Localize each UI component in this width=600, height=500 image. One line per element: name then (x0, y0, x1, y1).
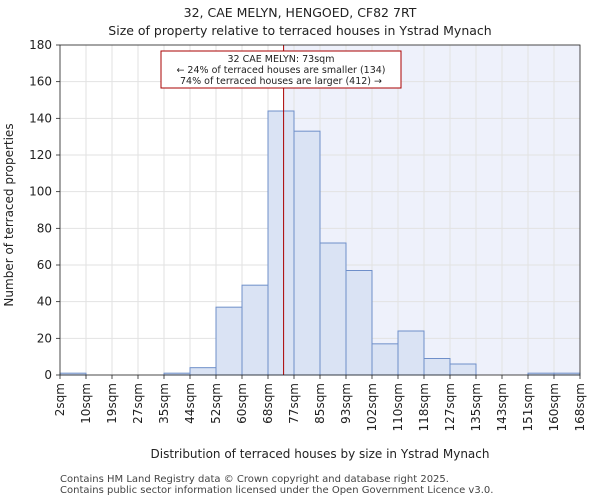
x-tick-label-52sqm: 52sqm (209, 383, 223, 424)
x-tick-label-168sqm: 168sqm (573, 383, 587, 431)
footer-copyright: Contains HM Land Registry data © Crown c… (60, 474, 449, 485)
x-tick-label-143sqm: 143sqm (495, 383, 509, 431)
x-tick-label-77sqm: 77sqm (287, 383, 301, 424)
y-tick-label: 40 (37, 295, 52, 309)
annotation-line2: ← 24% of terraced houses are smaller (13… (176, 65, 385, 76)
histogram-bar-85sqm (319, 242, 347, 376)
x-tick-label-27sqm: 27sqm (131, 383, 145, 424)
y-tick-label: 120 (29, 148, 52, 162)
histogram-bar-60sqm (241, 284, 269, 376)
x-tick-label-10sqm: 10sqm (79, 383, 93, 424)
annotation-box: 32 CAE MELYN: 73sqm ← 24% of terraced ho… (160, 50, 402, 89)
x-tick-label-102sqm: 102sqm (365, 383, 379, 431)
annotation-line3: 74% of terraced houses are larger (412) … (180, 76, 382, 87)
histogram-bar-102sqm (371, 343, 399, 376)
y-tick-label: 160 (29, 75, 52, 89)
y-tick-label: 80 (37, 221, 52, 235)
histogram-bar-44sqm (189, 367, 217, 376)
x-tick-label-60sqm: 60sqm (235, 383, 249, 424)
histogram-bar-118sqm (423, 358, 451, 376)
histogram-bar-68sqm (267, 110, 295, 376)
chart-title-address: 32, CAE MELYN, HENGOED, CF82 7RT (183, 5, 417, 20)
x-axis-label: Distribution of terraced houses by size … (151, 447, 490, 461)
x-tick-label-118sqm: 118sqm (417, 383, 431, 431)
annotation-line1: 32 CAE MELYN: 73sqm (228, 54, 335, 65)
x-tick-label-160sqm: 160sqm (547, 383, 561, 431)
x-tick-label-68sqm: 68sqm (261, 383, 275, 424)
y-axis-label: Number of terraced properties (2, 123, 16, 306)
x-tick-label-151sqm: 151sqm (521, 383, 535, 431)
chart-title: Size of property relative to terraced ho… (108, 23, 492, 38)
histogram-bar-52sqm (215, 306, 243, 376)
x-tick-label-135sqm: 135sqm (469, 383, 483, 431)
x-tick-label-85sqm: 85sqm (313, 383, 327, 424)
y-tick-label: 100 (29, 185, 52, 199)
x-tick-label-2sqm: 2sqm (53, 383, 67, 416)
x-tick-label-93sqm: 93sqm (339, 383, 353, 424)
y-tick-label: 60 (37, 258, 52, 272)
annotation-frame (160, 50, 402, 89)
footer-licence: Contains public sector information licen… (60, 485, 494, 496)
histogram-bar-77sqm (293, 130, 321, 376)
y-tick-label: 180 (29, 38, 52, 52)
y-tick-label: 140 (29, 111, 52, 125)
x-tick-label-127sqm: 127sqm (443, 383, 457, 431)
y-tick-label: 0 (44, 368, 52, 382)
histogram-bar-93sqm (345, 270, 373, 376)
x-tick-label-35sqm: 35sqm (157, 383, 171, 424)
x-tick-label-19sqm: 19sqm (105, 383, 119, 424)
x-tick-label-110sqm: 110sqm (391, 383, 405, 431)
y-tick-label: 20 (37, 331, 52, 345)
histogram-bar-127sqm (449, 363, 477, 376)
histogram-bar-110sqm (397, 330, 425, 376)
x-tick-label-44sqm: 44sqm (183, 383, 197, 424)
